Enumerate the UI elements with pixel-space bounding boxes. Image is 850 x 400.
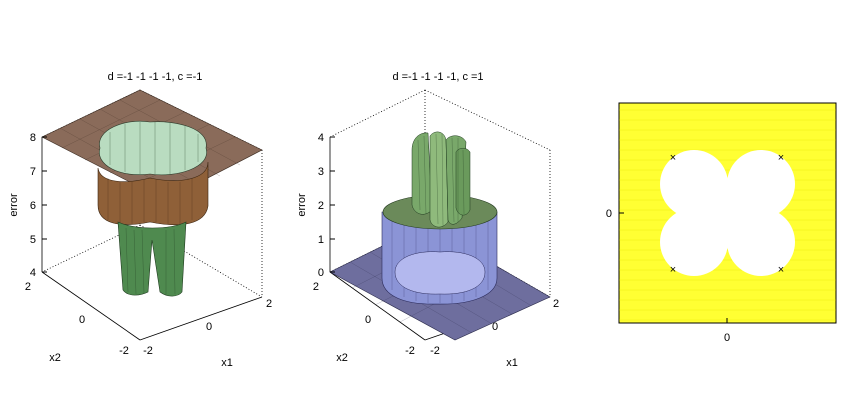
plot3-marker: × (670, 264, 676, 276)
plot2-ylabel: x2 (336, 352, 348, 364)
plot1-ztick: 4 (30, 267, 36, 279)
plot3-xlabel: 0 (724, 332, 730, 344)
plot1-ztick: 6 (30, 200, 36, 212)
plot1-xtick: -2 (143, 345, 153, 357)
plot2: d =-1 -1 -1 -1, c =1 (296, 71, 559, 369)
plot2-ztick: 4 (318, 132, 324, 144)
plot1-zticks: 8 7 6 5 4 (30, 132, 47, 279)
plot3-markers: × × × × (670, 152, 784, 276)
plot2-xlabel: x1 (506, 357, 518, 369)
plot2-peak (411, 132, 433, 215)
plot1-xlabel: x1 (221, 357, 233, 369)
plot1-ztick: 8 (30, 132, 36, 144)
plot2-xtick: 0 (492, 321, 498, 333)
plot2-zticks: 4 3 2 1 0 (318, 132, 335, 279)
plot3-region (660, 150, 795, 276)
plot1-ytick: 0 (79, 314, 85, 326)
plot3-marker: × (670, 152, 676, 164)
plot2-ytick: 2 (313, 281, 319, 293)
plot1: d =-1 -1 -1 -1, c =-1 (8, 71, 272, 369)
plot2-xtick: -2 (430, 345, 440, 357)
plot1-ztick: 5 (30, 234, 36, 246)
plot1-ytick: 2 (25, 281, 31, 293)
plot2-zlabel: error (296, 193, 308, 217)
plot1-ylabel: x2 (49, 352, 61, 364)
plot2-xtick: 2 (553, 298, 559, 310)
plot1-xtick: 0 (206, 321, 212, 333)
plot2-ztick: 2 (318, 200, 324, 212)
plot2-inner (394, 251, 486, 295)
plot2-ztick: 0 (318, 267, 324, 279)
plot1-title: d =-1 -1 -1 -1, c =-1 (108, 71, 203, 83)
plot1-xtick: 2 (266, 298, 272, 310)
plot1-zlabel: error (8, 193, 20, 217)
plot1-surface (41, 89, 263, 297)
plot1-ztick: 7 (30, 166, 36, 178)
plot3-ylabel: 0 (606, 208, 612, 220)
plot3-marker: × (778, 264, 784, 276)
plot2-ytick: -2 (405, 345, 415, 357)
plot2-ztick: 3 (318, 166, 324, 178)
plot2-title: d =-1 -1 -1 -1, c =1 (392, 71, 483, 83)
plot1-ytick: -2 (119, 345, 129, 357)
plot1-inner-wall (99, 120, 207, 176)
plot3: × × × × 0 0 (606, 102, 837, 344)
plot2-ytick: 0 (365, 314, 371, 326)
plot2-surface (329, 131, 551, 341)
plot2-ztick: 1 (318, 234, 324, 246)
plot1-columns (117, 221, 187, 297)
plot2-peak (429, 131, 449, 228)
plot3-marker: × (778, 152, 784, 164)
